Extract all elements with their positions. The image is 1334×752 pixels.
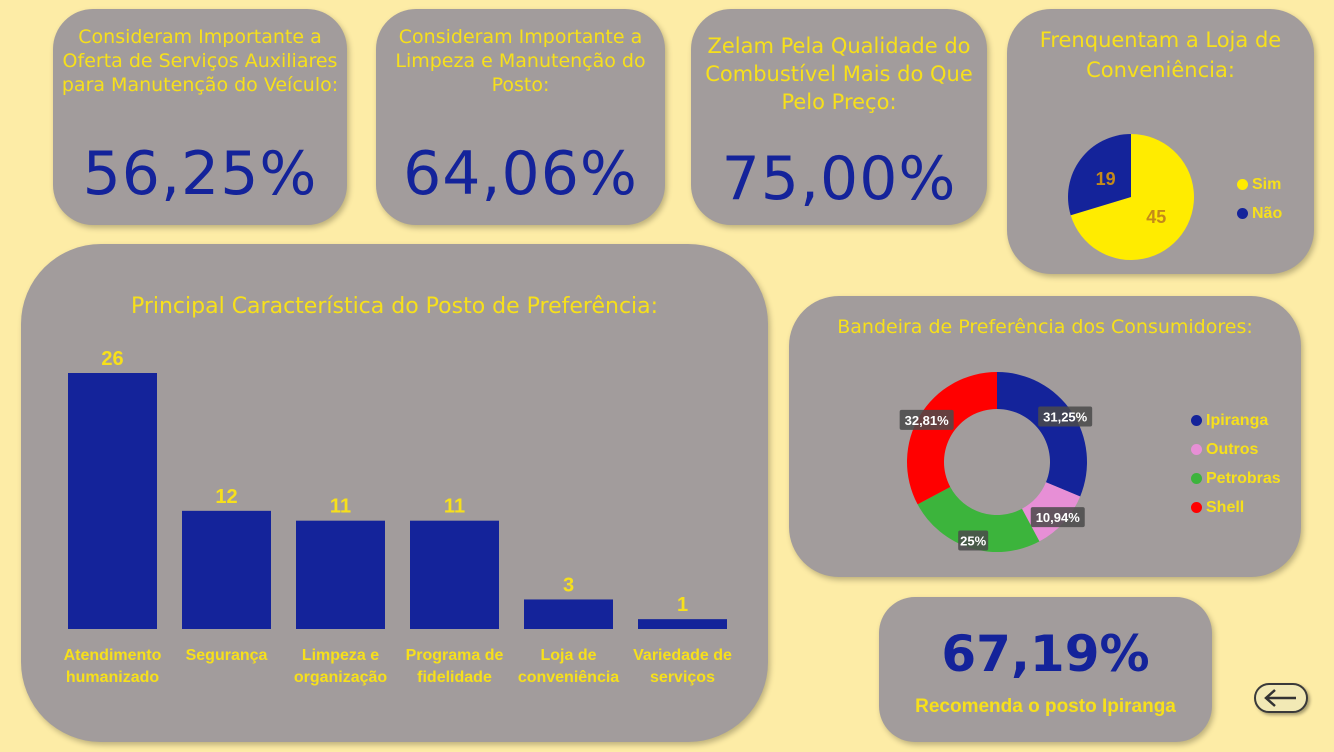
legend-label: Shell — [1206, 498, 1245, 516]
legend-marker — [1191, 415, 1202, 426]
pie-slice-sim — [1070, 134, 1194, 260]
legend-item: Ipiranga — [1191, 406, 1281, 435]
chart-title: Principal Característica do Posto de Pre… — [130, 294, 659, 319]
legend-label: Sim — [1252, 175, 1282, 193]
kpi-card-auxiliary-services: Consideram Importante a Oferta de Serviç… — [53, 9, 347, 225]
recommend-value: 67,19% — [941, 625, 1150, 683]
bar-value-label: 1 — [677, 594, 688, 616]
bar — [182, 510, 271, 629]
bar — [410, 520, 499, 629]
legend-item: Outros — [1191, 435, 1281, 464]
kpi-card-fuel-quality: Zelam Pela Qualidade do Combustível Mais… — [691, 9, 987, 225]
legend-label: Não — [1252, 204, 1283, 222]
donut-slice-petrobras — [917, 486, 1040, 552]
kpi-value: 75,00% — [721, 144, 957, 214]
kpi-title: Consideram Importante a Limpeza e Manute… — [395, 26, 646, 96]
pie-legend: Sim Não — [1237, 170, 1282, 228]
pie-slice-não — [1068, 134, 1131, 216]
recommend-label: Recomenda o posto Ipiranga — [915, 696, 1176, 717]
kpi-title: Zelam Pela Qualidade do Combustível Mais… — [705, 34, 973, 114]
bar-category-label: Variedade de serviços — [633, 647, 732, 686]
bar-category-label: Atendimento humanizado — [64, 647, 162, 686]
donut-data-label: 10,94% — [1036, 510, 1081, 525]
bar-value-label: 26 — [101, 348, 123, 370]
main-characteristic-card: Principal Característica do Posto de Pre… — [21, 244, 768, 742]
back-button[interactable] — [1254, 683, 1308, 713]
pie-data-label: 45 — [1146, 207, 1166, 227]
legend-marker — [1191, 502, 1202, 513]
legend-label: Petrobras — [1206, 469, 1281, 487]
bar-chart: 26 Atendimento humanizado 12 Segurança 11 Limp… — [64, 348, 732, 686]
bar — [68, 373, 157, 629]
convenience-store-card: Frenquentam a Loja de Conveniência: 45 19… — [1007, 9, 1314, 274]
convenience-pie-chart: 45 19 — [1068, 134, 1194, 260]
legend-marker — [1237, 208, 1248, 219]
legend-marker — [1237, 179, 1248, 190]
legend-item: Não — [1237, 199, 1282, 228]
bar — [524, 599, 613, 629]
chart-title: Frenquentam a Loja de Conveniência: — [1039, 28, 1282, 82]
donut-label-background — [958, 530, 989, 551]
legend-label: Outros — [1206, 440, 1259, 458]
legend-item: Petrobras — [1191, 464, 1281, 493]
legend-item: Sim — [1237, 170, 1282, 199]
bar — [296, 520, 385, 629]
bar-value-label: 3 — [563, 574, 574, 596]
kpi-title: Consideram Importante a Oferta de Serviç… — [61, 26, 339, 96]
donut-data-label: 25% — [960, 533, 986, 548]
donut-label-background — [1038, 406, 1093, 427]
donut-legend: Ipiranga Outros Petrobras Shell — [1191, 406, 1281, 522]
bar-value-label: 12 — [215, 486, 237, 508]
chart-title: Bandeira de Preferência dos Consumidores… — [837, 316, 1253, 338]
legend-item: Shell — [1191, 493, 1281, 522]
bar-category-label: Loja de conveniência — [518, 647, 619, 686]
legend-label: Ipiranga — [1206, 411, 1269, 429]
legend-marker — [1191, 444, 1202, 455]
bar-category-label: Limpeza e organização — [294, 647, 388, 686]
bar-category-label: Programa de fidelidade — [406, 647, 504, 686]
donut-data-label: 32,81% — [905, 413, 950, 428]
brand-donut-chart: 31,25% 10,94% 25% 32,81% — [899, 372, 1093, 552]
kpi-value: 56,25% — [82, 139, 318, 209]
donut-label-background — [899, 409, 954, 430]
bar-value-label: 11 — [444, 496, 465, 518]
bar-category-label: Segurança — [186, 647, 268, 664]
kpi-card-cleaning: Consideram Importante a Limpeza e Manute… — [376, 9, 665, 225]
pie-data-label: 19 — [1096, 169, 1116, 189]
donut-slice-ipiranga — [997, 372, 1087, 497]
bar — [638, 619, 727, 629]
arrow-left-icon — [1264, 689, 1296, 707]
kpi-value: 64,06% — [403, 139, 638, 209]
donut-data-label: 31,25% — [1043, 409, 1088, 424]
brand-preference-card: Bandeira de Preferência dos Consumidores… — [789, 296, 1301, 577]
donut-label-background — [1030, 507, 1085, 528]
bar-value-label: 11 — [330, 496, 351, 518]
legend-marker — [1191, 473, 1202, 484]
donut-slice-shell — [907, 372, 997, 505]
recommend-card: 67,19% Recomenda o posto Ipiranga — [879, 597, 1212, 742]
